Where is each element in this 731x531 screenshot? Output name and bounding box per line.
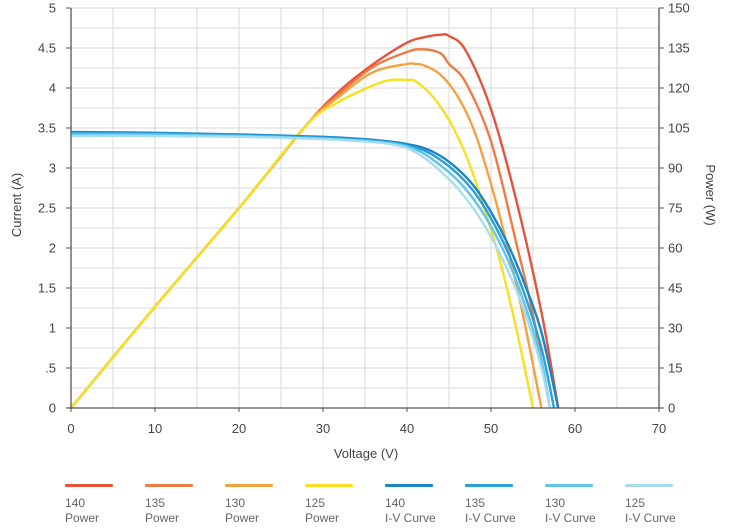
y-left-tick-label: 0 [49, 401, 56, 416]
iv-130-line [71, 134, 550, 408]
y-right-tick-label: 150 [668, 1, 690, 16]
tick-labels: 0 10 20 30 40 50 60 700.511.522.533.544.5501530… [38, 1, 690, 437]
x-tick-label: 60 [568, 421, 582, 436]
grid [71, 8, 659, 408]
y-left-tick-label: 4.5 [38, 41, 56, 56]
power-130-line [71, 63, 541, 408]
x-tick-label: 10 [148, 421, 162, 436]
x-tick-label: 30 [316, 421, 330, 436]
x-tick-label: 0 [67, 421, 74, 436]
power-125-line [71, 80, 533, 408]
y-left-tick-label: 1.5 [38, 281, 56, 296]
y-right-axis-label: Power (W) [703, 164, 718, 225]
y-left-tick-label: .5 [45, 361, 56, 376]
y-left-tick-label: 2 [49, 241, 56, 256]
y-right-tick-label: 60 [668, 241, 682, 256]
y-left-tick-label: 3 [49, 161, 56, 176]
x-tick-label: 70 [652, 421, 666, 436]
iv-140-line [71, 132, 558, 408]
x-tick-label: 40 [400, 421, 414, 436]
y-left-tick-label: 5 [49, 1, 56, 16]
y-right-tick-label: 45 [668, 281, 682, 296]
y-right-tick-label: 90 [668, 161, 682, 176]
y-left-tick-label: 4 [49, 81, 56, 96]
y-right-tick-label: 15 [668, 361, 682, 376]
y-right-tick-label: 0 [668, 401, 675, 416]
x-tick-label: 20 [232, 421, 246, 436]
x-tick-label: 50 [484, 421, 498, 436]
power-140-line [71, 34, 558, 408]
iv-125-line [71, 136, 550, 408]
y-left-tick-label: 2.5 [38, 201, 56, 216]
y-left-tick-label: 1 [49, 321, 56, 336]
y-left-axis-label: Current (A) [9, 173, 24, 237]
y-right-tick-label: 75 [668, 201, 682, 216]
series-lines [71, 34, 558, 408]
y-right-tick-label: 135 [668, 41, 690, 56]
y-right-tick-label: 120 [668, 81, 690, 96]
power-135-line [71, 49, 550, 408]
iv-135-line [71, 133, 554, 408]
y-right-tick-label: 105 [668, 121, 690, 136]
y-right-tick-label: 30 [668, 321, 682, 336]
x-axis-label: Voltage (V) [334, 446, 398, 461]
y-left-tick-label: 3.5 [38, 121, 56, 136]
